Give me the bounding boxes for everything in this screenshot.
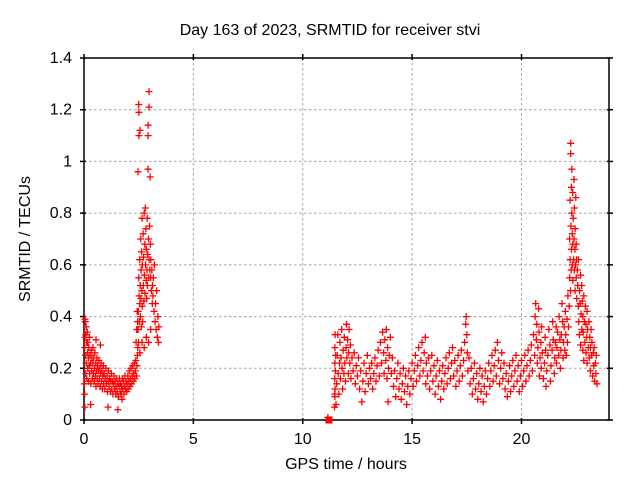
data-points (80, 88, 601, 424)
x-tick-label: 5 (189, 431, 198, 448)
y-tick-label: 0.6 (50, 257, 72, 274)
tick-labels: 0 5 10 15 20 0 0.2 0.4 0.6 0.8 1 1.2 1.4 (50, 50, 531, 448)
plot-border (83, 57, 610, 421)
series-flagged (325, 416, 333, 424)
grid-lines (84, 58, 609, 420)
y-tick-label: 1 (63, 153, 72, 170)
x-tick-label: 20 (513, 431, 531, 448)
x-tick-label: 10 (294, 431, 312, 448)
x-axis-label: GPS time / hours (285, 456, 407, 473)
y-tick-label: 1.2 (50, 102, 72, 119)
y-tick-label: 0 (63, 412, 72, 429)
x-tick-label: 15 (403, 431, 421, 448)
y-tick-label: 0.8 (50, 205, 72, 222)
y-tick-label: 1.4 (50, 50, 72, 67)
x-tick-label: 0 (80, 431, 89, 448)
y-tick-label: 0.4 (50, 309, 72, 326)
y-tick-label: 0.2 (50, 360, 72, 377)
chart-title: Day 163 of 2023, SRMTID for receiver stv… (180, 22, 481, 39)
series-SRMTID (80, 88, 601, 421)
y-axis-label: SRMTID / TECUs (17, 176, 34, 302)
